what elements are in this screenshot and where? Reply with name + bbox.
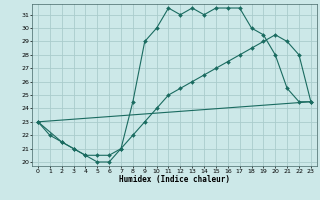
X-axis label: Humidex (Indice chaleur): Humidex (Indice chaleur)	[119, 175, 230, 184]
